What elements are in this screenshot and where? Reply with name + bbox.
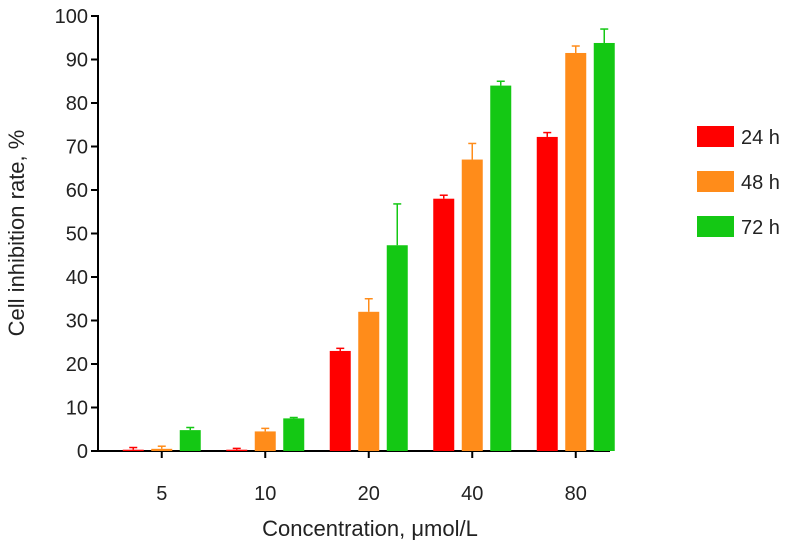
y-tick-label: 90 (66, 50, 88, 72)
bar (151, 448, 173, 451)
x-tick-label: 80 (565, 483, 587, 505)
y-axis: 0 10 20 30 40 50 60 70 80 90 100 (55, 6, 99, 463)
bar (593, 42, 615, 451)
legend-swatch (697, 216, 734, 237)
bar (254, 431, 276, 451)
bars-group (122, 28, 615, 452)
y-tick-label: 10 (66, 398, 88, 420)
legend-label: 72 h (741, 217, 780, 239)
bar (386, 245, 408, 451)
y-tick-label: 50 (66, 224, 88, 246)
y-tick-label: 100 (55, 6, 88, 28)
bar (490, 85, 512, 451)
bar (122, 449, 144, 451)
x-tick-label: 10 (254, 483, 276, 505)
x-tick-label: 20 (358, 483, 380, 505)
x-axis: 5 10 20 40 80 (98, 450, 610, 505)
x-axis-title: Concentration, μmol/L (262, 516, 478, 541)
legend-label: 48 h (741, 172, 780, 194)
y-tick-label: 70 (66, 137, 88, 159)
bar (565, 52, 587, 451)
y-tick-label: 30 (66, 311, 88, 333)
bar (179, 430, 201, 451)
y-tick-label: 40 (66, 267, 88, 289)
x-tick-label: 5 (156, 483, 167, 505)
y-tick-label: 80 (66, 93, 88, 115)
bar (329, 350, 351, 451)
y-tick-label: 60 (66, 180, 88, 202)
bar (226, 449, 248, 451)
x-tick-label: 40 (461, 483, 483, 505)
bar (536, 136, 558, 451)
bar (433, 198, 455, 451)
legend-label: 24 h (741, 127, 780, 149)
y-tick-label: 20 (66, 354, 88, 376)
bar (358, 311, 380, 451)
legend: 24 h 48 h 72 h (697, 126, 780, 239)
bar (283, 418, 305, 451)
y-axis-title: Cell inhibition rate, % (4, 130, 29, 337)
bar (461, 159, 483, 452)
legend-swatch (697, 171, 734, 192)
legend-swatch (697, 126, 734, 147)
y-tick-label: 0 (77, 441, 88, 463)
